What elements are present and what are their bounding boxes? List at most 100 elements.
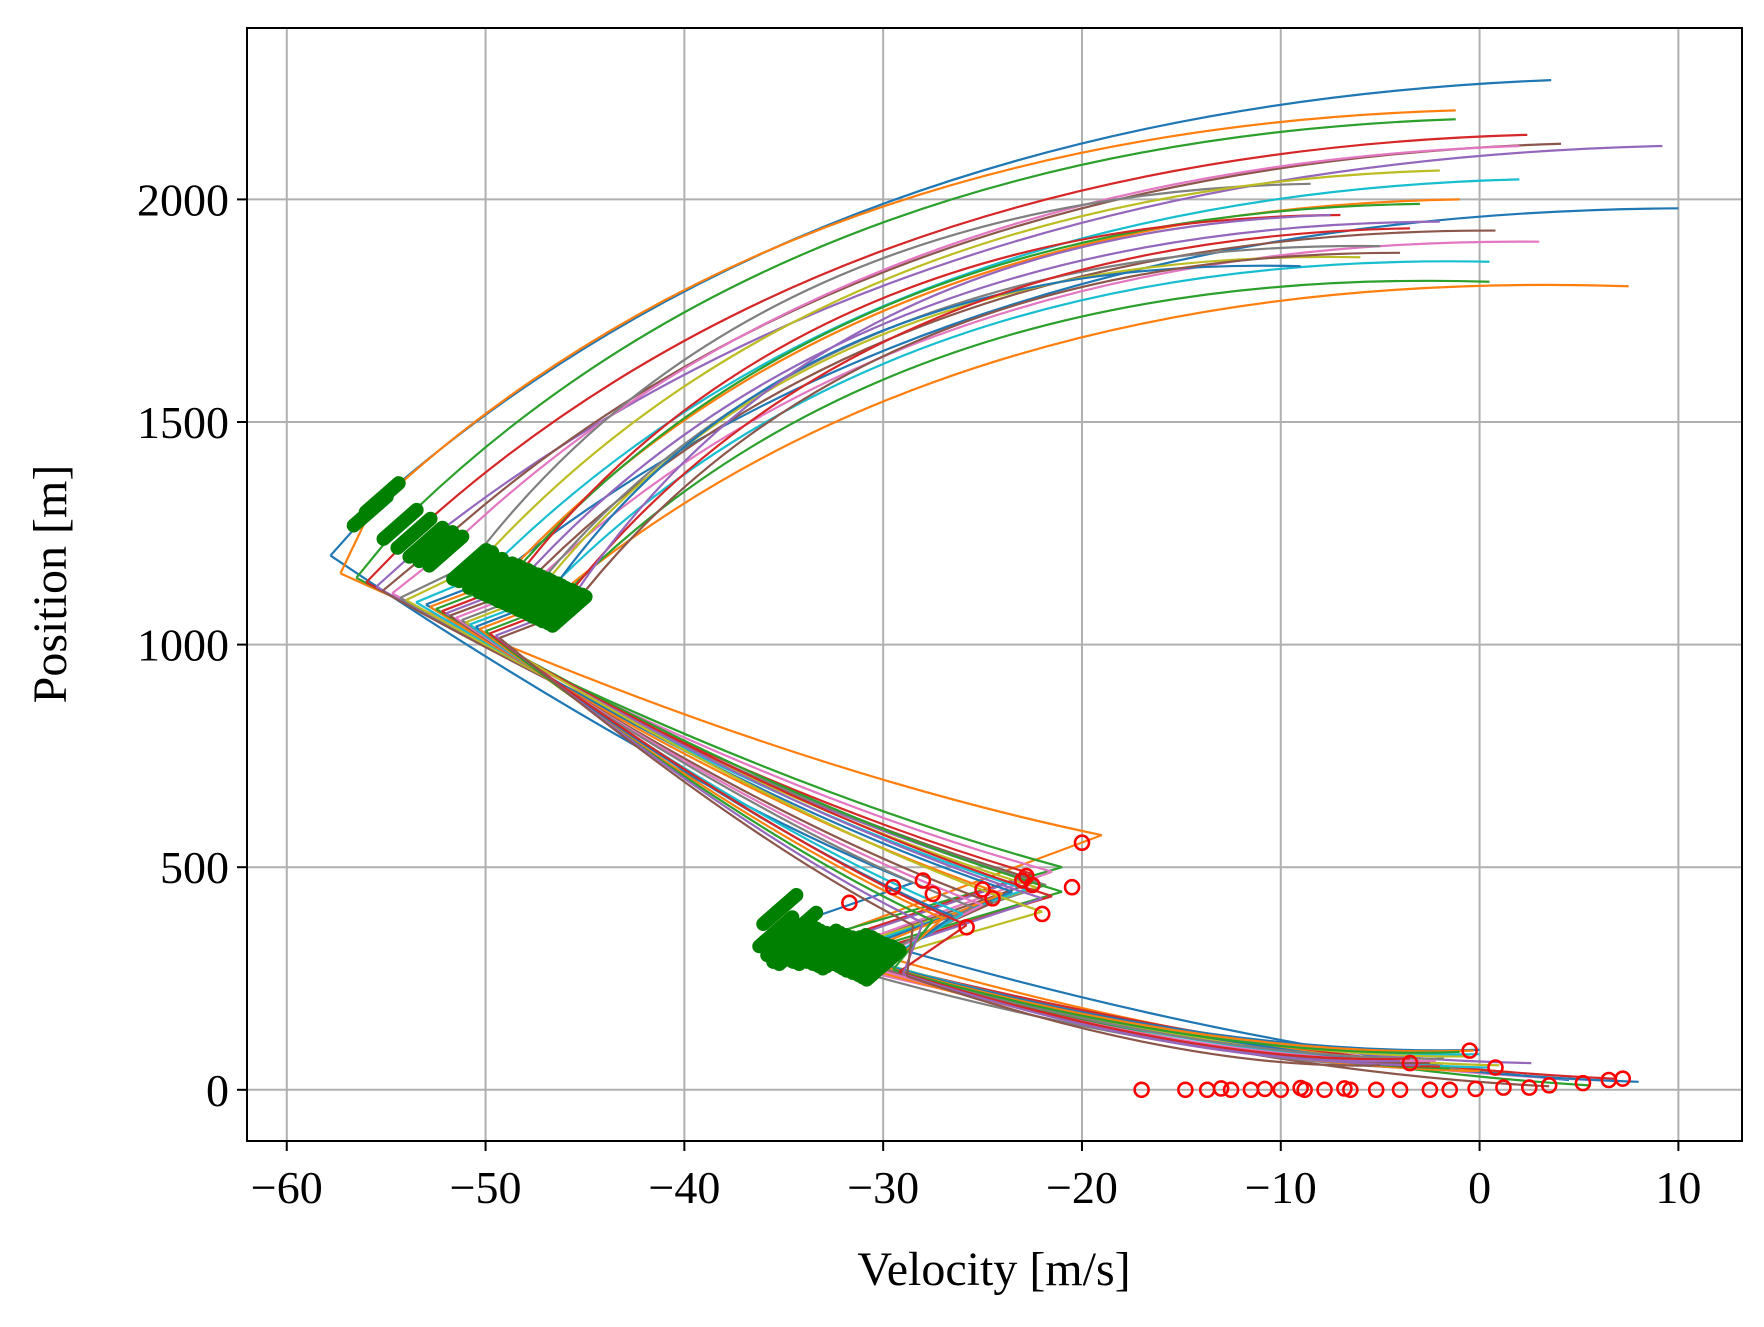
series-line-upper	[510, 213, 1341, 586]
series-line-upper	[548, 283, 1629, 604]
series-line-upper	[534, 255, 1361, 597]
series-line-upper	[474, 169, 1440, 568]
stop-point-marker	[1495, 1079, 1512, 1096]
stop-point-marker	[1177, 1081, 1194, 1099]
stop-point-marker	[1574, 1074, 1592, 1092]
series-line-upper	[568, 251, 1401, 612]
y-axis-ticks: 0 500 1000 1500 2000	[137, 174, 247, 1116]
x-tick-label: 10	[1655, 1162, 1701, 1213]
stop-point-marker	[958, 919, 975, 936]
phase-switch-marker	[760, 919, 808, 963]
y-tick-label: 0	[206, 1065, 229, 1116]
stop-point-marker	[1614, 1070, 1632, 1087]
stop-point-marker	[841, 894, 858, 912]
series-line-upper	[514, 220, 1440, 588]
series-line-middle	[498, 637, 914, 927]
phase-switch-marker	[752, 910, 800, 954]
stop-point-marker	[1441, 1081, 1459, 1099]
series-line-lower	[892, 968, 1460, 1054]
series-line-upper	[445, 144, 1520, 552]
series-line-lower	[866, 961, 1444, 1060]
x-tick-label: −50	[450, 1162, 522, 1213]
phase-switch-marker	[545, 589, 593, 633]
y-tick-label: 500	[160, 842, 229, 893]
stop-point-marker	[1540, 1077, 1558, 1094]
stop-point-marker	[1401, 1054, 1419, 1072]
series-line-upper	[381, 78, 1552, 499]
series-line-upper	[564, 213, 1331, 610]
series-line-connector	[905, 924, 915, 977]
phase-switch-marker	[390, 511, 438, 555]
stop-point-marker	[1014, 872, 1031, 889]
series-line-lower	[898, 970, 1411, 1061]
series-line-middle	[405, 599, 1037, 889]
stop-point-marker	[1063, 878, 1081, 896]
phase-switch-marker	[376, 502, 424, 546]
series-line-connector	[892, 919, 934, 971]
series-line-lower	[886, 966, 1474, 1053]
y-axis-title: Position [m]	[24, 465, 77, 704]
stop-point-marker	[1018, 867, 1035, 885]
series-line-connector	[823, 834, 1103, 940]
stop-point-marker	[1212, 1080, 1230, 1097]
stop-point-marker	[1467, 1080, 1484, 1098]
y-tick-label: 1000	[137, 620, 229, 671]
series-line-upper	[494, 207, 1679, 579]
series-lines	[329, 78, 1679, 1088]
stop-point-marker	[884, 878, 902, 896]
x-tick-label: −10	[1245, 1162, 1317, 1213]
series-line-connector	[902, 922, 924, 975]
stop-point-marker	[924, 885, 942, 903]
series-line-upper	[558, 227, 1411, 608]
y-tick-label: 2000	[137, 174, 229, 225]
series-line-middle	[465, 621, 1043, 913]
series-line-upper	[504, 202, 1420, 583]
stop-point-marker	[1133, 1081, 1150, 1099]
phase-switch-marker	[402, 520, 450, 564]
x-tick-label: −30	[847, 1162, 919, 1213]
phase-switch-marker	[452, 545, 500, 589]
series-line-upper	[435, 142, 1562, 548]
plot-frame	[246, 27, 1743, 1142]
phase-switch-marker	[346, 489, 394, 533]
stop-point-marker	[1272, 1081, 1290, 1099]
stop-point-marker	[1256, 1080, 1274, 1098]
x-tick-label: −20	[1046, 1162, 1118, 1213]
phase-switch-marker	[412, 525, 460, 569]
series-line-connector	[898, 924, 968, 973]
series-line-middle	[488, 632, 968, 927]
stop-point-marker	[974, 881, 991, 898]
stop-point-marker	[1033, 905, 1051, 923]
phase-switch-marker	[756, 887, 804, 932]
stop-point-marker	[1421, 1081, 1439, 1099]
stop-point-markers	[841, 834, 1632, 1099]
phase-switch-marker	[422, 529, 470, 573]
stop-point-marker	[1222, 1081, 1240, 1099]
series-line-upper	[524, 240, 1540, 592]
phase-switch-marker	[859, 943, 907, 987]
stop-point-marker	[1487, 1059, 1504, 1076]
series-line-upper	[369, 109, 1456, 512]
phase-switch-markers	[346, 476, 907, 987]
x-axis-title: Velocity [m/s]	[857, 1243, 1130, 1296]
stop-point-marker	[1336, 1080, 1353, 1097]
stop-point-marker	[1391, 1081, 1409, 1099]
series-line-upper	[413, 133, 1528, 535]
series-line-upper	[544, 264, 1301, 601]
series-line-lower	[902, 973, 1401, 1063]
series-line-upper	[520, 229, 1496, 590]
stop-point-marker	[914, 872, 932, 889]
stop-point-marker	[1316, 1081, 1333, 1099]
stop-point-marker	[1367, 1081, 1385, 1099]
stop-point-marker	[1461, 1042, 1478, 1059]
phase-switch-marker	[462, 551, 510, 595]
series-line-upper	[399, 118, 1456, 526]
x-tick-label: 0	[1468, 1162, 1491, 1213]
series-line-lower	[882, 964, 1480, 1052]
y-tick-label: 1500	[137, 397, 229, 448]
stop-point-marker	[1073, 834, 1091, 852]
x-tick-label: −40	[648, 1162, 720, 1213]
x-axis-ticks: −60 −50 −40 −30 −20 −10 0 10	[251, 1141, 1701, 1213]
